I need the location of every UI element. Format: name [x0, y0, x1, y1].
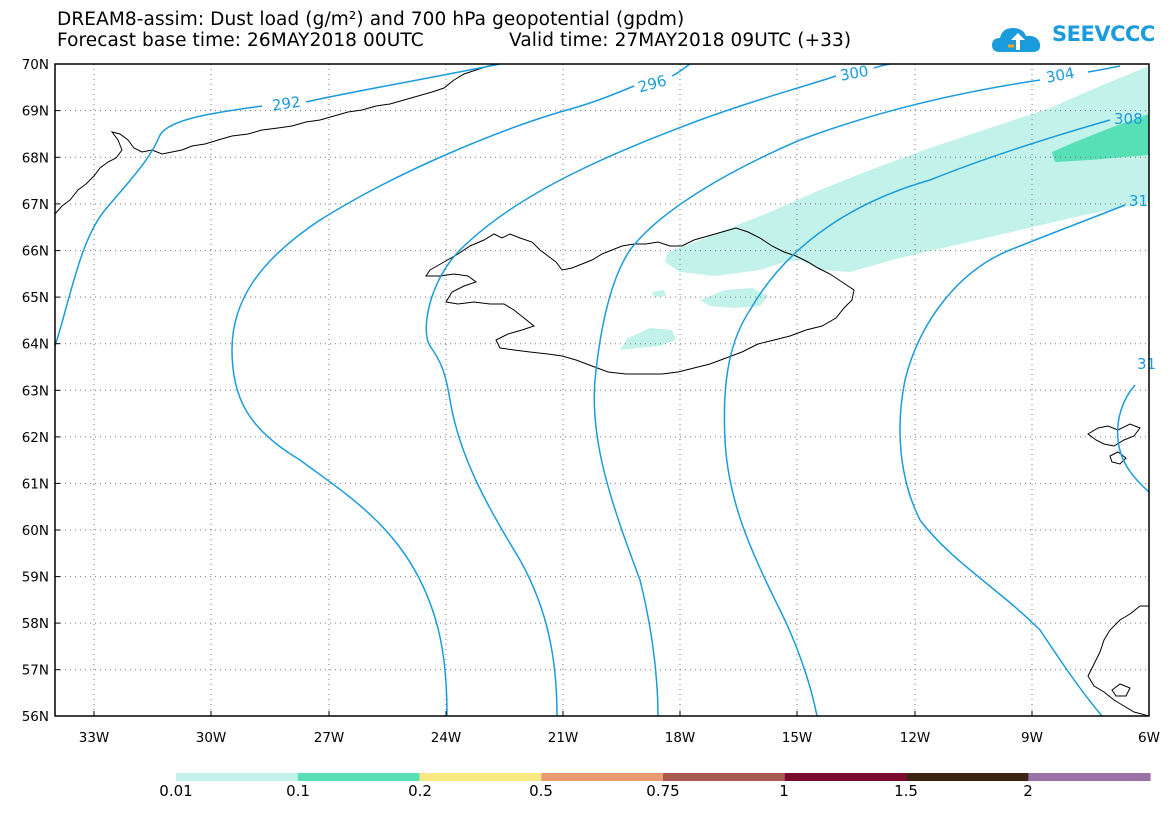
dust-area-low	[665, 66, 1149, 276]
faroe-coast	[1087, 423, 1141, 447]
contour-312	[899, 204, 1126, 717]
contour-label: 308	[1114, 110, 1143, 128]
contour-292	[54, 63, 501, 347]
colorbar-label: 0.75	[646, 782, 680, 800]
lat-label: 59N	[22, 570, 49, 586]
lon-label: 9W	[1021, 730, 1043, 746]
cloud-upload-icon	[992, 28, 1041, 52]
lat-label: 56N	[22, 709, 49, 725]
dust-shading	[620, 66, 1149, 350]
colorbar-label: 2	[1023, 782, 1033, 800]
contour-304	[593, 65, 1121, 717]
dust-area-low	[620, 328, 676, 350]
lon-axis: 33W 30W 27W 24W 21W 18W 15W 12W 9W 6W	[79, 711, 1160, 746]
coastlines	[54, 63, 1150, 717]
lat-label: 61N	[22, 476, 49, 492]
iceland-coast	[425, 227, 855, 375]
contour-label: 296	[636, 72, 668, 97]
contour-label: 304	[1045, 64, 1076, 87]
colorbar-label: 1	[779, 782, 789, 800]
contour-316	[1116, 384, 1150, 493]
lon-label: 6W	[1138, 730, 1160, 746]
contour-308	[723, 119, 1111, 717]
base-time: Forecast base time: 26MAY2018 00UTC	[57, 30, 424, 51]
valid-time: Valid time: 27MAY2018 09UTC (+33)	[509, 30, 852, 51]
contour-label: 292	[271, 93, 302, 115]
lon-label: 30W	[196, 730, 227, 746]
greenland-coast	[54, 63, 499, 215]
colorbar-label: 1.5	[894, 782, 918, 800]
dust-area-low	[700, 288, 768, 308]
forecast-times: Forecast base time: 26MAY2018 00UTC Valid…	[57, 30, 851, 51]
colorbar-swatch	[176, 773, 299, 781]
lat-label: 68N	[22, 150, 49, 166]
lat-axis: 70N 69N 68N 67N 66N 65N 64N 63N 62N 61N …	[22, 57, 60, 725]
colorbar-swatch	[297, 773, 421, 781]
colorbar-swatch	[784, 773, 908, 781]
lon-label: 33W	[79, 730, 110, 746]
lon-label: 27W	[314, 730, 345, 746]
contour-labels: 292 296 300 304 308 31 31	[271, 62, 1156, 373]
colorbar-swatch	[663, 773, 786, 781]
lat-label: 62N	[22, 430, 49, 446]
contour-label: 31	[1129, 192, 1148, 210]
scotland-coast	[1111, 683, 1131, 697]
lat-label: 57N	[22, 663, 49, 679]
lon-label: 21W	[548, 730, 579, 746]
lon-label: 12W	[900, 730, 931, 746]
lon-label: 18W	[665, 730, 696, 746]
scotland-coast	[1087, 605, 1150, 717]
lat-label: 69N	[22, 104, 49, 120]
contour-label: 300	[839, 62, 870, 85]
map-title: DREAM8-assim: Dust load (g/m²) and 700 h…	[57, 9, 685, 30]
lon-label: 15W	[782, 730, 813, 746]
contour-296	[231, 63, 691, 717]
dust-area-mid	[1052, 114, 1149, 162]
colorbar-label: 0.5	[529, 782, 553, 800]
lon-label: 24W	[431, 730, 462, 746]
dust-area-low	[652, 290, 666, 297]
lat-label: 60N	[22, 523, 49, 539]
lat-label: 58N	[22, 616, 49, 632]
colorbar-swatch	[541, 773, 664, 781]
lat-label: 64N	[22, 337, 49, 353]
colorbar-swatch	[419, 773, 542, 781]
colorbar	[176, 773, 1151, 781]
lat-label: 66N	[22, 244, 49, 260]
colorbar-label: 0.1	[286, 782, 310, 800]
colorbar-label: 0.2	[408, 782, 432, 800]
lat-label: 65N	[22, 290, 49, 306]
colorbar-label: 0.01	[159, 782, 193, 800]
lat-label: 63N	[22, 383, 49, 399]
gridlines	[55, 64, 1149, 716]
contour-label: 31	[1137, 355, 1156, 373]
lat-label: 67N	[22, 197, 49, 213]
colorbar-swatch	[906, 773, 1029, 781]
lat-label: 70N	[22, 57, 49, 73]
colorbar-swatch	[1028, 773, 1151, 781]
logo-text: SEEVCCC	[1052, 22, 1155, 46]
